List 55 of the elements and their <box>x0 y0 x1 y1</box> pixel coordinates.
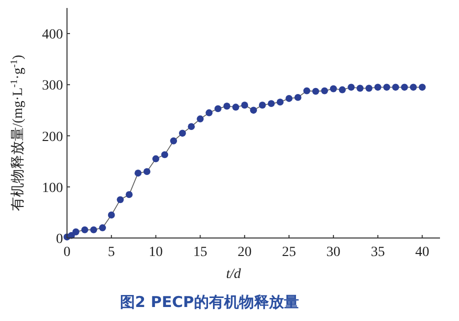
point <box>276 98 284 106</box>
point <box>374 84 382 91</box>
point <box>410 84 417 91</box>
point <box>294 94 302 101</box>
point <box>241 102 248 109</box>
point <box>72 228 80 236</box>
y-tick-label: 200 <box>42 130 63 145</box>
point <box>134 170 142 177</box>
point <box>223 102 230 110</box>
text: 图2 PECP的有机物释放量 <box>120 293 299 311</box>
point <box>330 85 337 92</box>
x-tick-label: 15 <box>193 245 208 260</box>
point <box>116 196 124 204</box>
point <box>152 155 160 162</box>
point <box>143 168 150 176</box>
point <box>161 151 168 158</box>
point <box>99 224 106 232</box>
x-tick-label: 40 <box>415 245 430 260</box>
point <box>338 86 346 94</box>
point <box>90 226 98 234</box>
point <box>126 191 133 198</box>
x-tick-label: 30 <box>326 245 340 260</box>
point <box>268 100 275 108</box>
y-tick-label: 0 <box>56 232 63 247</box>
point <box>170 137 178 144</box>
y-tick-label: 400 <box>42 28 63 43</box>
point <box>196 115 204 122</box>
point <box>418 84 426 91</box>
point <box>348 84 355 91</box>
point <box>81 226 88 234</box>
point <box>286 94 292 102</box>
point <box>214 105 222 112</box>
point <box>258 102 266 109</box>
y-tick-label: 300 <box>42 78 63 94</box>
point <box>392 84 400 91</box>
point <box>250 106 257 114</box>
point <box>108 212 115 218</box>
y-tick-label: 100 <box>42 180 63 196</box>
point <box>312 88 320 95</box>
point <box>178 130 186 137</box>
x-tick-label: 35 <box>370 245 385 260</box>
x-tick-label: 25 <box>282 245 296 260</box>
x-axis-title: t/d <box>226 267 242 282</box>
point <box>383 84 390 91</box>
x-tick-label: 10 <box>148 245 163 260</box>
point <box>356 84 364 92</box>
point <box>365 84 372 92</box>
x-tick-label: 5 <box>108 245 115 260</box>
point <box>321 87 328 94</box>
point <box>401 84 408 91</box>
point <box>206 109 213 116</box>
point <box>188 123 195 130</box>
point <box>303 87 310 94</box>
x-tick-label: 20 <box>238 245 252 260</box>
point <box>232 104 240 111</box>
